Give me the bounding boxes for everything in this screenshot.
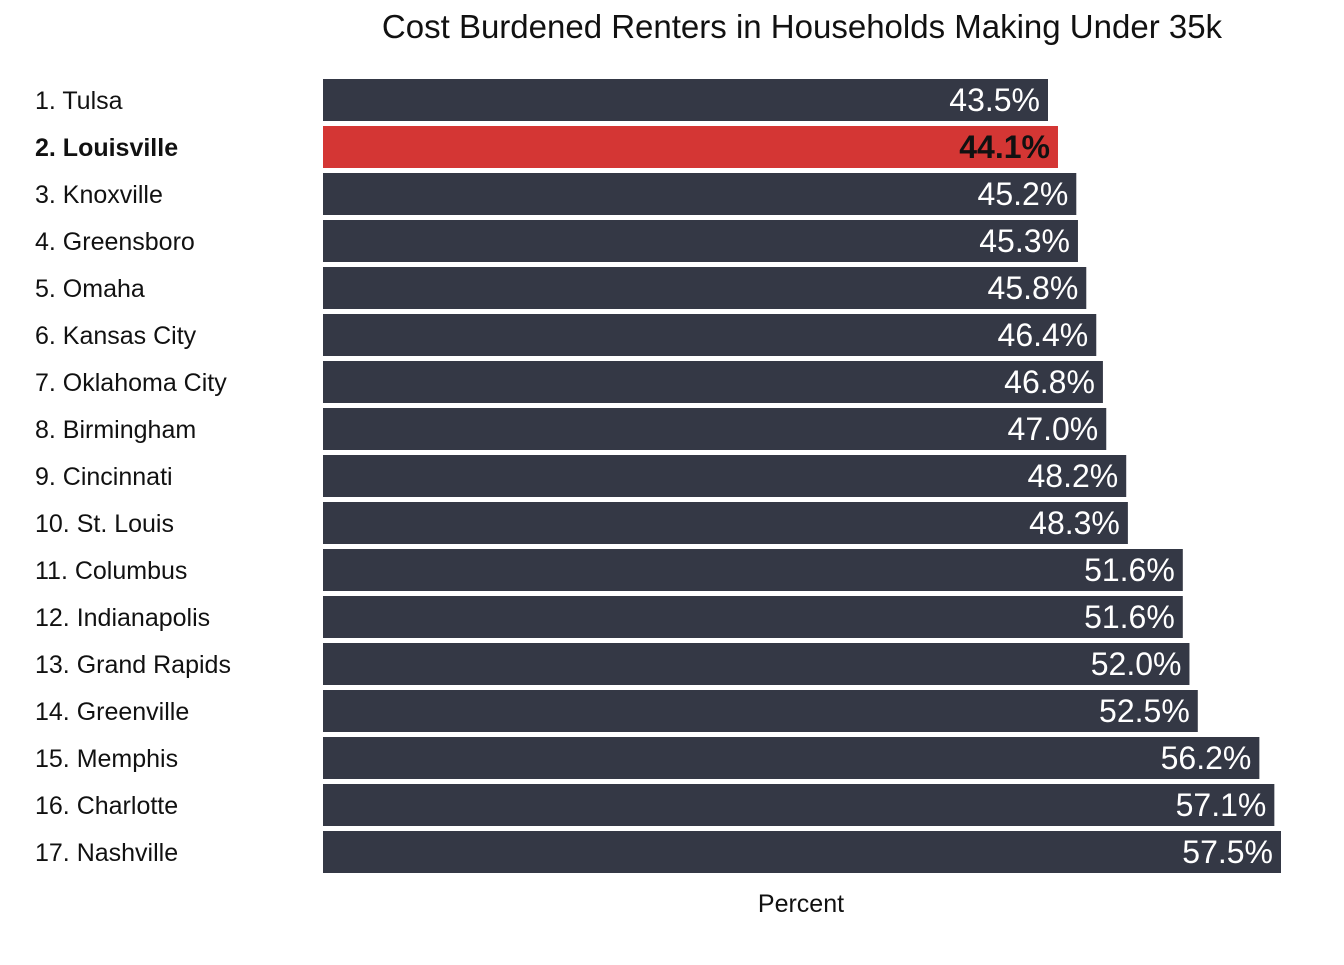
value-label-2: 44.1% xyxy=(959,129,1050,165)
bar-16 xyxy=(323,784,1275,826)
bar-9 xyxy=(323,455,1127,497)
value-label-8: 47.0% xyxy=(1008,411,1099,447)
chart-title: Cost Burdened Renters in Households Maki… xyxy=(382,8,1223,45)
value-label-12: 51.6% xyxy=(1084,599,1175,635)
value-label-10: 48.3% xyxy=(1029,505,1120,541)
bar-14 xyxy=(323,690,1198,732)
bar-2 xyxy=(323,126,1058,168)
value-label-4: 45.3% xyxy=(979,223,1070,259)
bar-17 xyxy=(323,831,1281,873)
category-label-13: 13. Grand Rapids xyxy=(35,651,231,679)
category-label-8: 8. Birmingham xyxy=(35,416,196,444)
category-label-14: 14. Greenville xyxy=(35,698,189,726)
category-label-15: 15. Memphis xyxy=(35,745,178,773)
bar-4 xyxy=(323,220,1078,262)
bar-15 xyxy=(323,737,1260,779)
bar-1 xyxy=(323,79,1048,121)
category-label-1: 1. Tulsa xyxy=(35,87,123,115)
bar-6 xyxy=(323,314,1097,356)
value-label-17: 57.5% xyxy=(1182,834,1273,870)
bar-10 xyxy=(323,502,1128,544)
bar-11 xyxy=(323,549,1183,591)
category-label-5: 5. Omaha xyxy=(35,275,145,303)
bar-13 xyxy=(323,643,1190,685)
value-label-6: 46.4% xyxy=(998,317,1089,353)
category-label-12: 12. Indianapolis xyxy=(35,604,210,632)
value-label-15: 56.2% xyxy=(1161,740,1252,776)
bar-8 xyxy=(323,408,1107,450)
value-label-13: 52.0% xyxy=(1091,646,1182,682)
value-label-3: 45.2% xyxy=(978,176,1069,212)
category-label-17: 17. Nashville xyxy=(35,839,178,867)
bar-5 xyxy=(323,267,1087,309)
category-label-6: 6. Kansas City xyxy=(35,322,197,350)
bar-12 xyxy=(323,596,1183,638)
value-label-16: 57.1% xyxy=(1176,787,1267,823)
value-label-11: 51.6% xyxy=(1084,552,1175,588)
value-label-1: 43.5% xyxy=(949,82,1040,118)
category-label-9: 9. Cincinnati xyxy=(35,463,173,491)
bar-3 xyxy=(323,173,1077,215)
bar-7 xyxy=(323,361,1103,403)
category-label-11: 11. Columbus xyxy=(35,557,187,585)
category-label-7: 7. Oklahoma City xyxy=(35,369,227,397)
category-label-10: 10. St. Louis xyxy=(35,510,174,538)
value-label-5: 45.8% xyxy=(988,270,1079,306)
category-label-3: 3. Knoxville xyxy=(35,181,163,209)
x-axis-label: Percent xyxy=(758,890,844,918)
value-label-7: 46.8% xyxy=(1004,364,1095,400)
value-label-9: 48.2% xyxy=(1027,458,1118,494)
bars-group: 1. Tulsa 43.5% 2. Louisville 44.1% 3. Knoxvi… xyxy=(35,79,1281,873)
value-label-14: 52.5% xyxy=(1099,693,1190,729)
category-label-2: 2. Louisville xyxy=(35,134,178,162)
category-label-4: 4. Greensboro xyxy=(35,228,195,256)
category-label-16: 16. Charlotte xyxy=(35,792,178,820)
